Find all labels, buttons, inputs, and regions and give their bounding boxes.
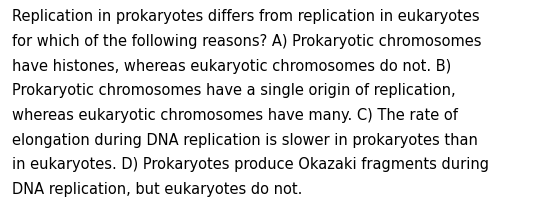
Text: for which of the following reasons? A) Prokaryotic chromosomes: for which of the following reasons? A) P… [12, 34, 482, 49]
Text: in eukaryotes. D) Prokaryotes produce Okazaki fragments during: in eukaryotes. D) Prokaryotes produce Ok… [12, 157, 489, 172]
Text: Prokaryotic chromosomes have a single origin of replication,: Prokaryotic chromosomes have a single or… [12, 83, 456, 98]
Text: whereas eukaryotic chromosomes have many. C) The rate of: whereas eukaryotic chromosomes have many… [12, 108, 458, 123]
Text: DNA replication, but eukaryotes do not.: DNA replication, but eukaryotes do not. [12, 182, 302, 197]
Text: elongation during DNA replication is slower in prokaryotes than: elongation during DNA replication is slo… [12, 133, 478, 148]
Text: Replication in prokaryotes differs from replication in eukaryotes: Replication in prokaryotes differs from … [12, 9, 480, 24]
Text: have histones, whereas eukaryotic chromosomes do not. B): have histones, whereas eukaryotic chromo… [12, 59, 451, 74]
